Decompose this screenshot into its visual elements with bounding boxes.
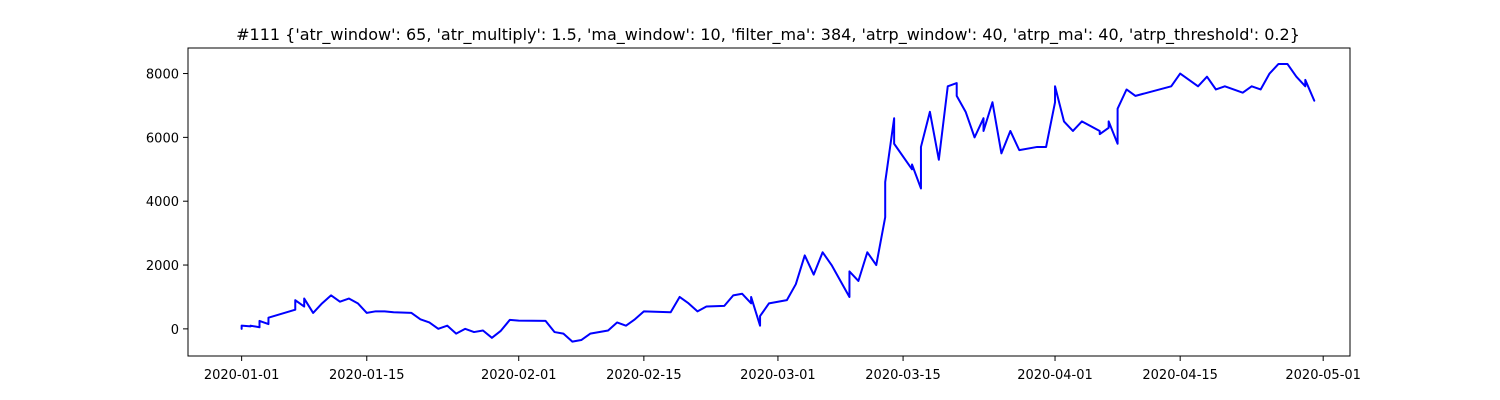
x-tick-label: 2020-03-01 [740, 368, 816, 383]
y-tick-label: 6000 [146, 131, 179, 146]
x-axis: 2020-01-01 2020-01-15 2020-02-01 2020-02-15… [204, 356, 1361, 383]
x-tick-label: 2020-01-15 [329, 368, 405, 383]
x-tick-label: 2020-04-01 [1017, 368, 1093, 383]
y-tick-label: 0 [171, 323, 179, 338]
x-tick-label: 2020-02-15 [606, 368, 682, 383]
series-line [240, 62, 1316, 343]
plot-frame [187, 47, 1351, 357]
y-tick-label: 8000 [146, 68, 179, 83]
x-tick-label: 2020-03-15 [865, 368, 941, 383]
x-tick-label: 2020-02-01 [481, 368, 557, 383]
x-tick-label: 2020-04-15 [1142, 368, 1218, 383]
y-tick-label: 4000 [146, 195, 179, 210]
y-axis: 0 2000 4000 6000 8000 [146, 68, 188, 338]
x-tick-label: 2020-01-01 [204, 368, 280, 383]
x-tick-label: 2020-05-01 [1285, 368, 1361, 383]
chart-title: #111 {'atr_window': 65, 'atr_multiply': … [236, 25, 1300, 45]
y-tick-label: 2000 [146, 259, 179, 274]
